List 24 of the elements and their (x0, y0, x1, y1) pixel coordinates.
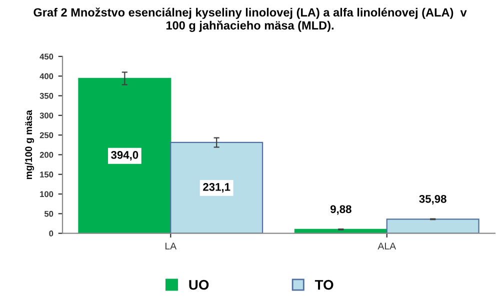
y-tick-label: 100 (40, 191, 54, 198)
data-label: 9,88 (330, 205, 352, 215)
legend-label: UO (189, 280, 209, 290)
data-label: 394,0 (111, 150, 138, 160)
y-axis-title: mg/100 g mäsa (24, 110, 34, 180)
y-tick-label: 250 (40, 132, 54, 138)
x-tick-label: LA (165, 242, 177, 250)
data-label: 35,98 (419, 194, 446, 204)
bar (170, 142, 264, 234)
y-tick-label: 0 (49, 230, 54, 236)
y-tick-label: 400 (40, 73, 54, 80)
bar (386, 218, 480, 234)
y-tick-label: 50 (44, 210, 54, 217)
bar (78, 78, 172, 234)
y-tick-label: 200 (40, 152, 54, 158)
legend-label: TO (314, 280, 334, 290)
y-tick-label: 300 (40, 112, 54, 119)
data-label: 231,1 (203, 183, 230, 192)
x-tick-label: ALA (378, 242, 396, 250)
y-tick-label: 150 (40, 172, 54, 178)
y-tick-label: 450 (40, 54, 54, 60)
bar (294, 228, 388, 234)
y-tick-label: 350 (40, 92, 54, 99)
chart-title: Graf 2 Množstvo esenciálnej kyseliny linolovej (LA) a alfa linolénovej (ALA) v 100 g jahňacieho mäsa (MLD). (34, 8, 467, 32)
